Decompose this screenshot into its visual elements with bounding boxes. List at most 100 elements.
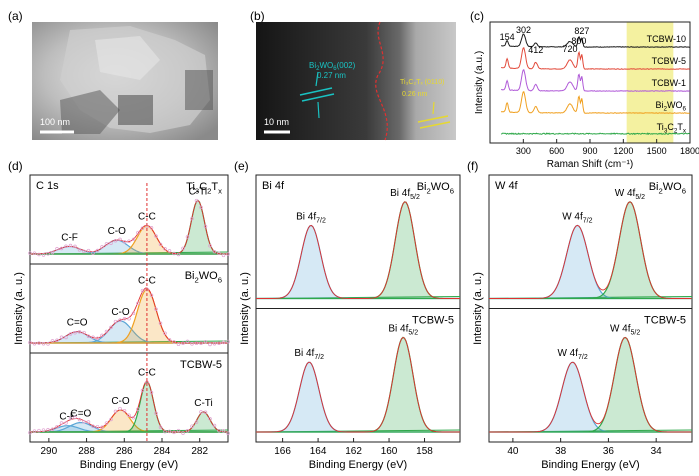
xps-data-point <box>194 420 199 424</box>
raman-xtick-label: 1500 <box>647 146 667 156</box>
tem-image-a: 100 nm <box>32 22 218 140</box>
xps-xtick-label: 164 <box>310 446 327 457</box>
xps-data-point <box>64 335 68 340</box>
raman-xlabel: Raman Shift (cm⁻¹) <box>547 159 633 170</box>
xps-xtick-label: 160 <box>381 446 398 457</box>
xps-data-point <box>172 251 176 256</box>
xps-data-point <box>113 238 118 243</box>
xps-peak-label: C-O <box>111 307 130 318</box>
xps-peak-label: C-C <box>138 212 156 223</box>
raman-series-line <box>501 132 690 136</box>
xps-peak-label: W 4f5/2 <box>615 188 645 201</box>
xps-peak-label: C-F <box>59 412 76 423</box>
xps-data-point <box>37 428 41 433</box>
xps-xtick-label: 284 <box>154 446 171 457</box>
xps-xtick-label: 288 <box>78 446 95 457</box>
xps-title: C 1s <box>36 180 59 192</box>
scalebar-label-a: 100 nm <box>40 117 70 127</box>
xps-envelope <box>489 201 692 299</box>
xps-xlabel: Binding Energy (eV) <box>309 459 407 471</box>
xps-envelope <box>489 337 692 433</box>
xps-data-point <box>163 331 167 336</box>
xps-data-point <box>140 226 145 231</box>
xps-xtick-label: 34 <box>651 446 663 457</box>
xps-data-point <box>140 288 145 293</box>
xps-data-point <box>73 415 77 420</box>
xps-data-point <box>181 341 185 346</box>
bwo-phase-label: Bi2WO6(002) <box>309 61 356 72</box>
xps-data-point <box>127 317 131 321</box>
xps-data-point <box>131 311 136 316</box>
xps-data-point <box>185 429 190 433</box>
xps-sample-label: Bi2WO6 <box>417 181 454 195</box>
xps-data-point <box>154 411 158 416</box>
raman-peak-label: 827 <box>574 26 589 36</box>
xps-data-point <box>217 428 221 433</box>
bwo-spacing-label: 0.27 nm <box>317 71 346 80</box>
xps-data-point <box>194 198 199 203</box>
xps-data-point <box>37 341 41 345</box>
xps-data-point <box>37 252 41 257</box>
xps-data-point <box>59 246 64 251</box>
xps-data-point <box>28 251 32 255</box>
xps-peak-label: W 4f7/2 <box>557 348 587 361</box>
xps-data-point <box>221 340 226 345</box>
xps-peak-label: W 4f7/2 <box>562 211 592 224</box>
xps-data-point <box>73 331 77 335</box>
xps-data-point <box>113 409 118 414</box>
raman-peak-label: 302 <box>516 25 531 35</box>
xps-data-point <box>28 340 32 345</box>
xps-xtick-label: 38 <box>555 446 567 457</box>
xps-data-point <box>73 244 77 249</box>
panel-label-e: (e) <box>234 159 249 173</box>
xps-data-point <box>50 250 55 255</box>
raman-ylabel: Intensity (a.u.) <box>474 51 485 114</box>
raman-series-label: Ti3C2Tx <box>657 122 687 135</box>
xps-data-point <box>109 417 113 422</box>
xps-data-point <box>190 342 194 346</box>
xps-data-point <box>118 318 122 322</box>
xps-peak-label: C-F <box>61 232 78 243</box>
xps-ylabel: Intensity (a. u.) <box>13 272 25 345</box>
xps-data-point <box>100 333 104 338</box>
xps-fit-component <box>489 361 692 433</box>
xps-xtick-label: 158 <box>416 446 433 457</box>
xps-w4f-chart: W 4f Bi2WO6 W 4f7/2 W 4f5/2 TCBW-5 W 4f7/2 W 4… <box>472 174 693 471</box>
xps-data-point <box>95 248 100 253</box>
xps-data-point <box>122 408 127 413</box>
xps-xtick-label: 40 <box>507 446 519 457</box>
raman-peak-label: 720 <box>562 44 577 54</box>
xps-fit-component <box>256 224 460 300</box>
xps-xtick-label: 166 <box>274 446 291 457</box>
xps-data-point <box>131 237 136 242</box>
xps-peak-label: C-Ti <box>189 186 208 197</box>
xps-data-point <box>118 406 122 411</box>
xps-data-point <box>176 342 181 347</box>
xps-subpanel-frame <box>488 308 693 443</box>
interface-boundary <box>375 21 388 141</box>
xps-sample-label: Ti3C2Tx <box>186 181 222 195</box>
xps-sample-label: TCBW-5 <box>644 315 686 327</box>
xps-peak-label: Bi 4f7/2 <box>294 348 324 361</box>
xps-data-point <box>91 424 95 428</box>
xps-data-point <box>113 319 118 324</box>
xps-data-point <box>167 249 172 253</box>
xps-data-point <box>185 339 190 344</box>
xps-data-point <box>203 224 208 229</box>
panel-label-b: (b) <box>250 9 265 23</box>
xps-data-point <box>208 243 212 248</box>
xps-data-point <box>127 239 131 243</box>
xps-data-point <box>86 334 91 338</box>
xps-data-point <box>82 420 86 424</box>
xps-data-point <box>203 410 208 415</box>
xps-data-point <box>181 431 185 435</box>
xps-data-point <box>203 340 208 344</box>
xps-xlabel: Binding Energy (eV) <box>80 459 178 471</box>
xps-data-point <box>172 340 176 344</box>
xps-envelope <box>256 336 460 433</box>
xps-title: W 4f <box>495 180 519 192</box>
panel-label-a: (a) <box>8 9 23 23</box>
xps-xtick-label: 286 <box>116 446 133 457</box>
xps-xtick-label: 36 <box>603 446 615 457</box>
